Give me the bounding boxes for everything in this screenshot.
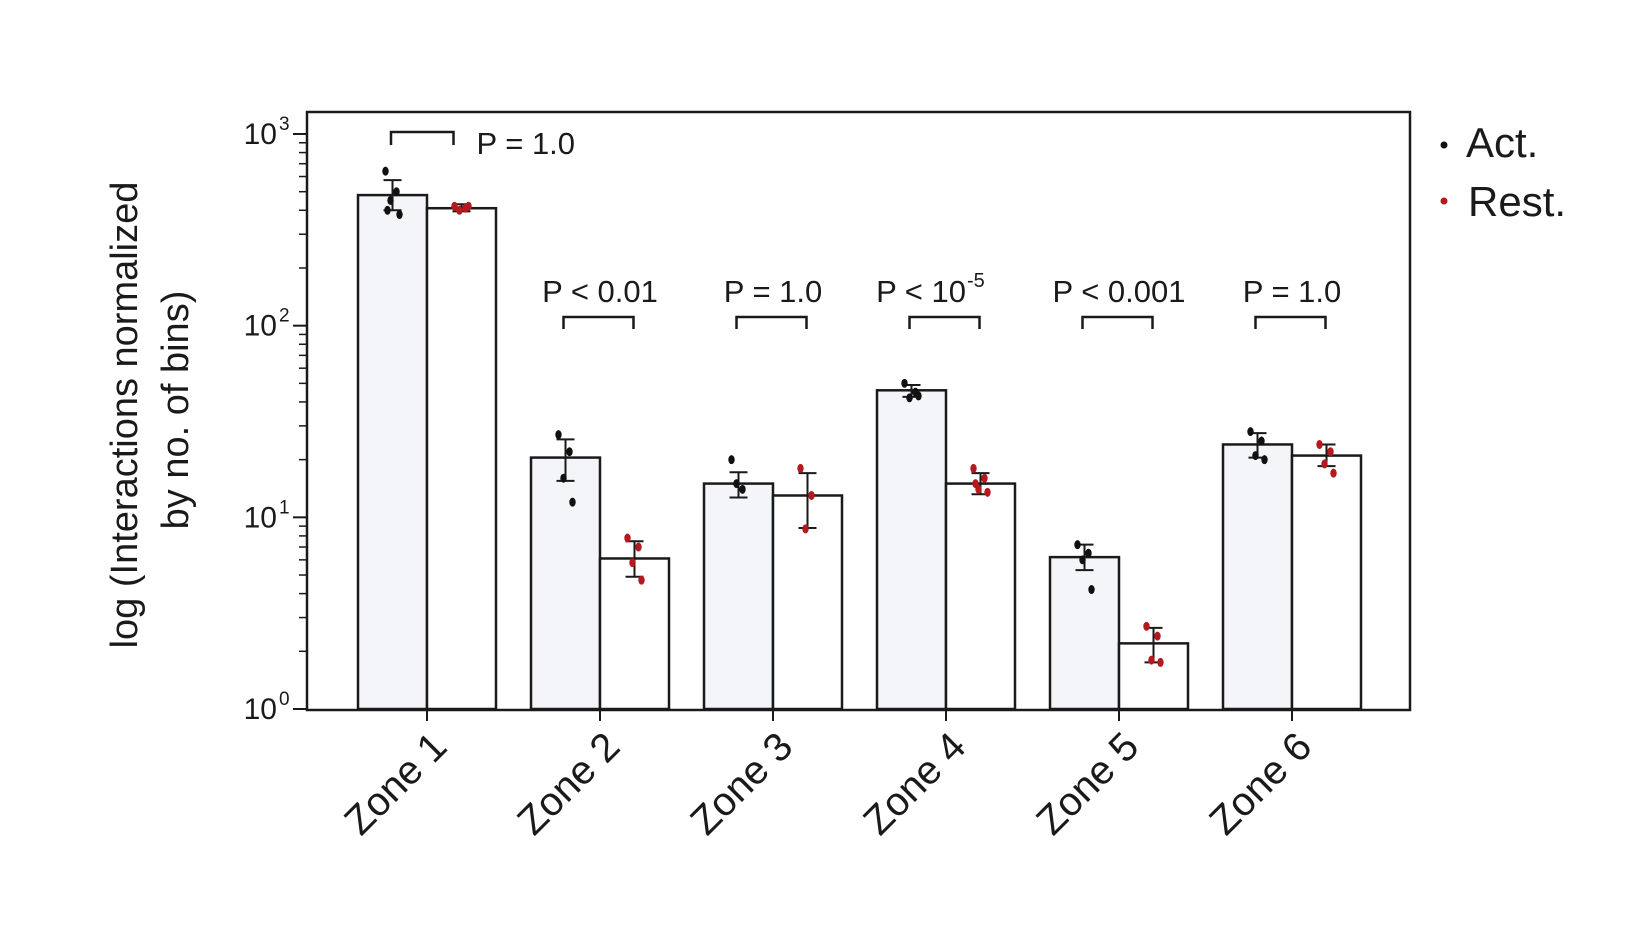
plot-area: P = 1.0 P < 0.01 P = 1.0 P < 10 -5 P < 0.001 P…: [356, 126, 1363, 711]
data-point: [1148, 655, 1155, 665]
data-point: [569, 497, 576, 507]
p-value-label: P = 1.0: [477, 126, 576, 161]
data-point: [387, 195, 394, 205]
data-point: [1143, 621, 1150, 631]
x-tick-label: Zone 6: [1201, 724, 1320, 843]
bar: [702, 482, 775, 711]
bar: [598, 557, 671, 711]
data-point: [629, 558, 636, 568]
y-tick-label: 10: [244, 501, 277, 534]
data-point: [624, 533, 631, 543]
data-point: [901, 378, 908, 388]
data-point: [1157, 657, 1164, 667]
data-point: [1085, 548, 1092, 558]
y-tick-label: 10: [244, 310, 277, 343]
legend-marker-act: [1440, 141, 1448, 149]
data-point: [555, 430, 562, 440]
p-value-exponent: -5: [967, 270, 985, 292]
significance-bracket: [562, 315, 635, 329]
data-point: [808, 490, 815, 500]
data-point: [1261, 455, 1268, 465]
x-tick-label: Zone 3: [682, 724, 801, 843]
significance-bracket: [908, 315, 981, 329]
data-point: [1258, 436, 1265, 446]
data-point: [393, 187, 400, 197]
bar: [425, 206, 498, 711]
legend-label-act: Act.: [1466, 119, 1538, 166]
data-point: [981, 473, 988, 483]
data-point: [638, 575, 645, 585]
data-point: [802, 524, 809, 534]
legend-label-rest: Rest.: [1468, 178, 1566, 225]
data-point: [1079, 555, 1086, 565]
legend: Act. Rest.: [1440, 119, 1566, 225]
x-tick-label: Zone 2: [509, 724, 628, 843]
significance-bracket: [1254, 315, 1327, 329]
significance-bracket: [389, 130, 455, 145]
data-point: [984, 487, 991, 497]
y-axis-label-line-2: by no. of bins): [155, 291, 197, 530]
bar: [1290, 454, 1363, 711]
data-point: [733, 479, 740, 489]
data-point: [451, 201, 458, 211]
data-point: [396, 210, 403, 220]
data-point: [1321, 459, 1328, 469]
data-point: [1154, 631, 1161, 641]
data-point: [797, 463, 804, 473]
data-point: [906, 393, 913, 403]
y-tick-label-exponent: 1: [279, 497, 290, 518]
data-point: [1247, 427, 1254, 437]
data-point: [384, 205, 391, 215]
y-tick-label-exponent: 0: [279, 689, 290, 710]
p-value-label: P = 1.0: [1243, 274, 1342, 309]
p-value-label: P < 10: [876, 274, 966, 309]
significance-bracket: [1081, 315, 1154, 329]
bar: [875, 389, 948, 711]
y-tick-label: 10: [244, 118, 277, 151]
p-value-label: P < 0.01: [542, 274, 658, 309]
significance-bracket: [735, 315, 808, 329]
data-point: [970, 463, 977, 473]
x-tick-label: Zone 4: [855, 724, 974, 843]
data-point: [465, 201, 472, 211]
data-point: [1330, 468, 1337, 478]
y-tick-label: 10: [244, 693, 277, 726]
bar: [356, 193, 429, 711]
legend-marker-rest: [1440, 197, 1448, 205]
bar: [1048, 555, 1121, 711]
data-point: [635, 542, 642, 552]
data-point: [1327, 447, 1334, 457]
p-value-label: P < 0.001: [1052, 274, 1185, 309]
plot-frame: [305, 110, 1412, 712]
data-point: [915, 391, 922, 401]
y-tick-label-exponent: 2: [279, 306, 290, 327]
data-point: [1074, 540, 1081, 550]
data-point: [1316, 439, 1323, 449]
x-axis: Zone 1 Zone 2 Zone 3 Zone 4 Zone 5 Zone 6: [336, 709, 1320, 843]
y-axis-label-line-1: log (Interactions normalized: [104, 182, 146, 649]
data-point: [739, 484, 746, 494]
x-tick-label: Zone 1: [336, 724, 455, 843]
bar: [1221, 443, 1294, 711]
bar: [529, 456, 602, 711]
data-point: [382, 166, 389, 176]
data-point: [1088, 585, 1095, 595]
data-point: [456, 205, 463, 215]
y-tick-label-exponent: 3: [279, 114, 290, 135]
data-point: [560, 473, 567, 483]
bar: [944, 482, 1017, 711]
p-value-label: P = 1.0: [724, 274, 823, 309]
data-point: [728, 455, 735, 465]
data-point: [566, 447, 573, 457]
data-point: [972, 479, 979, 489]
x-tick-label: Zone 5: [1028, 724, 1147, 843]
data-point: [1252, 451, 1259, 461]
